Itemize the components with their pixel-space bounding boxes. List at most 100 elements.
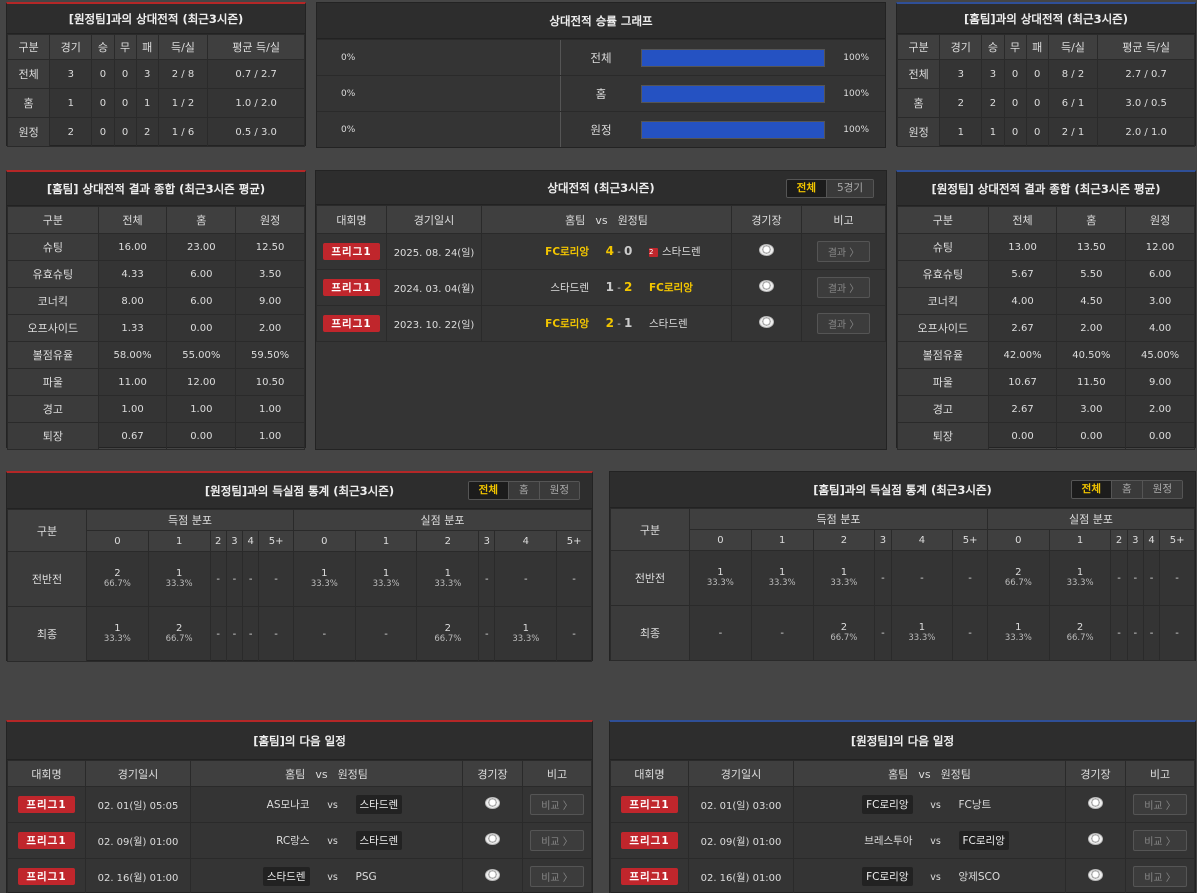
graph-rows: 0% 전체 100% 0% 홈 100% 0% 원정 100%: [317, 39, 885, 147]
table-cell: 11.50: [1056, 368, 1127, 396]
table-cell: 0.00: [987, 422, 1058, 450]
distribution-cell: -: [478, 606, 496, 662]
column-header: 구분: [6, 34, 51, 60]
stadium-cell: [462, 822, 523, 859]
column-header: 구분: [7, 206, 99, 234]
league-cell: 프리그1: [610, 786, 689, 823]
count: 1: [444, 568, 452, 579]
panel-title: 상대전적 승률 그래프: [317, 3, 885, 39]
count: -: [1175, 627, 1179, 639]
percent: 66.7%: [1004, 578, 1032, 588]
table-cell: 0: [1003, 88, 1027, 118]
result-button[interactable]: 결과 〉: [816, 313, 871, 334]
compare-button[interactable]: 비교 〉: [1133, 830, 1187, 851]
count: -: [216, 628, 220, 640]
away-team-name: 스타드렌: [662, 246, 701, 258]
distribution-cell: 1 33.3%: [494, 606, 558, 662]
table-row: 최종 - -2 66.7% -1 33.3% -1 33.3% 2 66.7% - - - -: [610, 605, 1195, 661]
row-label: 슈팅: [897, 233, 989, 261]
table-cell: 3: [49, 59, 93, 89]
league-cell: 프리그1: [7, 786, 86, 823]
away-score: 1: [623, 316, 633, 330]
away-header: 원정팀: [940, 767, 971, 781]
table-cell: 5.50: [1056, 260, 1127, 288]
vs-header: vs: [595, 213, 608, 227]
stadium-icon[interactable]: [485, 797, 500, 809]
goal-count-header: 5+: [952, 529, 988, 551]
table-cell: 5.67: [987, 260, 1058, 288]
distribution-cell: 1 33.3%: [354, 551, 418, 607]
table-cell: 2.00: [235, 314, 305, 342]
graph-label: 홈: [595, 86, 607, 101]
result-button[interactable]: 결과 〉: [816, 241, 871, 262]
home-team: FC로리앙: [545, 318, 589, 330]
tab-home[interactable]: 홈: [1111, 481, 1142, 498]
table-cell: 1.00: [235, 395, 305, 423]
compare-button[interactable]: 비교 〉: [530, 830, 584, 851]
table-cell: 13.00: [987, 233, 1058, 261]
percent: 33.3%: [706, 578, 734, 588]
tab-away[interactable]: 원정: [538, 482, 579, 499]
count: -: [1149, 572, 1154, 584]
percent: 33.3%: [372, 579, 400, 589]
stadium-icon[interactable]: [759, 244, 774, 256]
distribution-cell: -: [258, 606, 294, 662]
vs-label: vs: [327, 800, 338, 811]
table-cell: 10.67: [987, 368, 1058, 396]
table-cell: 55.00%: [166, 341, 237, 369]
tab-5games[interactable]: 5경기: [825, 180, 873, 197]
stadium-icon[interactable]: [1088, 797, 1103, 809]
stadium-icon[interactable]: [1088, 869, 1103, 881]
stadium-icon[interactable]: [759, 316, 774, 328]
count: -: [968, 627, 972, 639]
table-cell: 1.00: [97, 395, 168, 423]
count: -: [572, 628, 576, 640]
home-score: 1: [605, 280, 615, 294]
count: -: [248, 628, 253, 640]
goal-count-header: 1: [147, 530, 211, 552]
distribution-cell: 2 66.7%: [1048, 605, 1112, 661]
count: -: [485, 573, 489, 585]
tab-home[interactable]: 홈: [508, 482, 539, 499]
table-cell: 2: [49, 117, 93, 147]
panel-title: [원정팀]과의 상대전적 (최근3시즌): [7, 4, 305, 34]
away-team: 스타드렌: [355, 795, 403, 814]
tab-all[interactable]: 전체: [786, 180, 826, 197]
count: -: [1117, 572, 1121, 584]
stadium-icon[interactable]: [485, 833, 500, 845]
table-cell: 9.00: [235, 287, 305, 315]
table-cell: 1: [135, 88, 159, 118]
date-cell: 02. 01(일) 03:00: [688, 786, 794, 823]
graph-row: 0% 원정 100%: [317, 111, 885, 147]
table-cell: 6 / 1: [1047, 88, 1099, 118]
compare-button[interactable]: 비교 〉: [530, 794, 584, 815]
tab-all[interactable]: 전체: [468, 482, 508, 499]
stadium-icon[interactable]: [1088, 833, 1103, 845]
home-header: 홈팀: [565, 213, 586, 227]
next-home-table: 대회명 경기일시 홈팀 vs 원정팀 경기장 비고 프리그1 02. 01(일) 05:05 AS…: [7, 760, 592, 893]
graph-left-pct: 0%: [317, 112, 561, 147]
stadium-icon[interactable]: [485, 869, 500, 881]
tab-all[interactable]: 전체: [1071, 481, 1111, 498]
result-button[interactable]: 결과 〉: [816, 277, 871, 298]
distribution-cell: 1 33.3%: [86, 606, 149, 662]
distribution-cell: -: [874, 605, 892, 661]
table-cell: 4.00: [1125, 314, 1195, 342]
table-cell: 0.5 / 3.0: [207, 117, 305, 147]
distribution-cell: -: [750, 605, 814, 661]
tab-away[interactable]: 원정: [1141, 481, 1182, 498]
goal-count-header: 0: [986, 529, 1050, 551]
count: 1: [1015, 622, 1022, 633]
compare-button[interactable]: 비교 〉: [1133, 866, 1187, 887]
match-row: 프리그1 2025. 08. 24(일) FC로리앙 4 - 0 2 스타드렌 결과 〉: [316, 233, 886, 270]
table-cell: 2.67: [987, 314, 1058, 342]
count: 2: [114, 568, 121, 579]
count: -: [881, 627, 885, 639]
count: -: [1175, 572, 1179, 584]
compare-button[interactable]: 비교 〉: [530, 866, 584, 887]
h2h-matches-panel: 상대전적 (최근3시즌) 전체 5경기 대회명 경기일시 홈팀 vs 원정팀 경기장 비고 프…: [315, 170, 887, 450]
stadium-icon[interactable]: [759, 280, 774, 292]
note-cell: 비교 〉: [522, 822, 592, 859]
compare-button[interactable]: 비교 〉: [1133, 794, 1187, 815]
table-cell: 3.0 / 0.5: [1097, 88, 1195, 118]
